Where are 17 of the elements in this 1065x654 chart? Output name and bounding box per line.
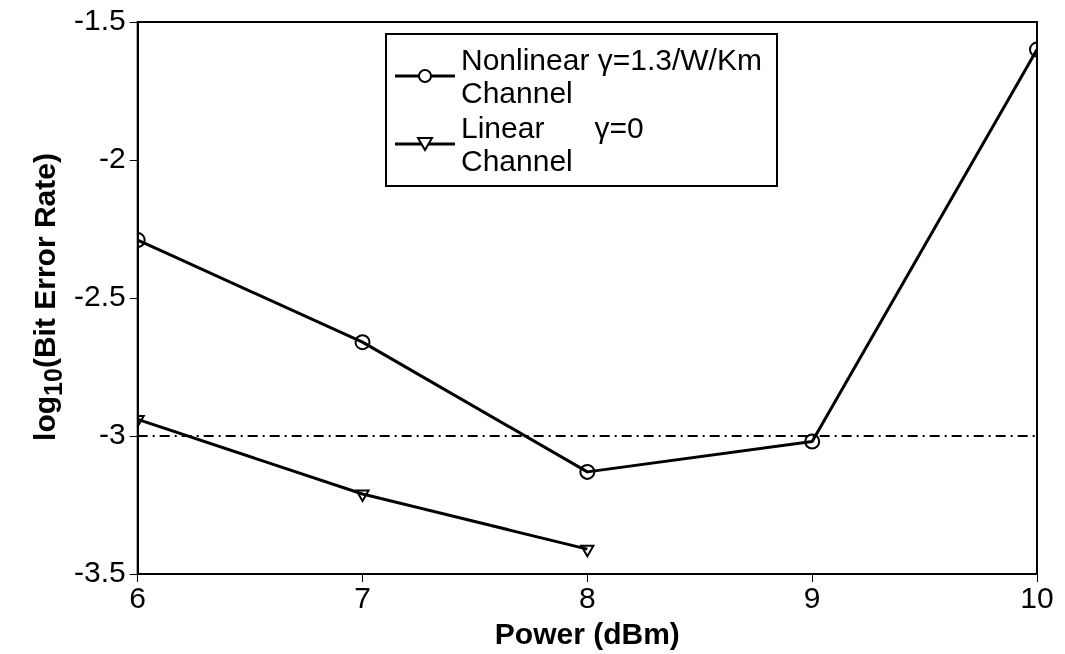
y-tick-label: -3 [99, 417, 126, 451]
x-tick-label: 7 [354, 581, 371, 615]
y-tick-label: -2.5 [73, 279, 126, 313]
x-tick-label: 6 [129, 581, 147, 615]
x-tick-label: 8 [579, 581, 596, 615]
y-tick-label: -3.5 [73, 555, 126, 589]
point [354, 334, 371, 351]
point [355, 489, 370, 502]
x-axis-title: Power (dBm) [494, 617, 680, 651]
y-tick-label: -2 [99, 141, 126, 175]
y-tick-label: -1.5 [73, 3, 126, 37]
legend-label: Linear γ=0 Channel [461, 111, 644, 177]
legend-label: Nonlinear γ=1.3/W/Km Channel [461, 43, 762, 109]
x-tick-label: 10 [1020, 581, 1054, 615]
x-tick-label: 9 [803, 581, 821, 615]
point [579, 463, 596, 480]
point [580, 544, 595, 558]
